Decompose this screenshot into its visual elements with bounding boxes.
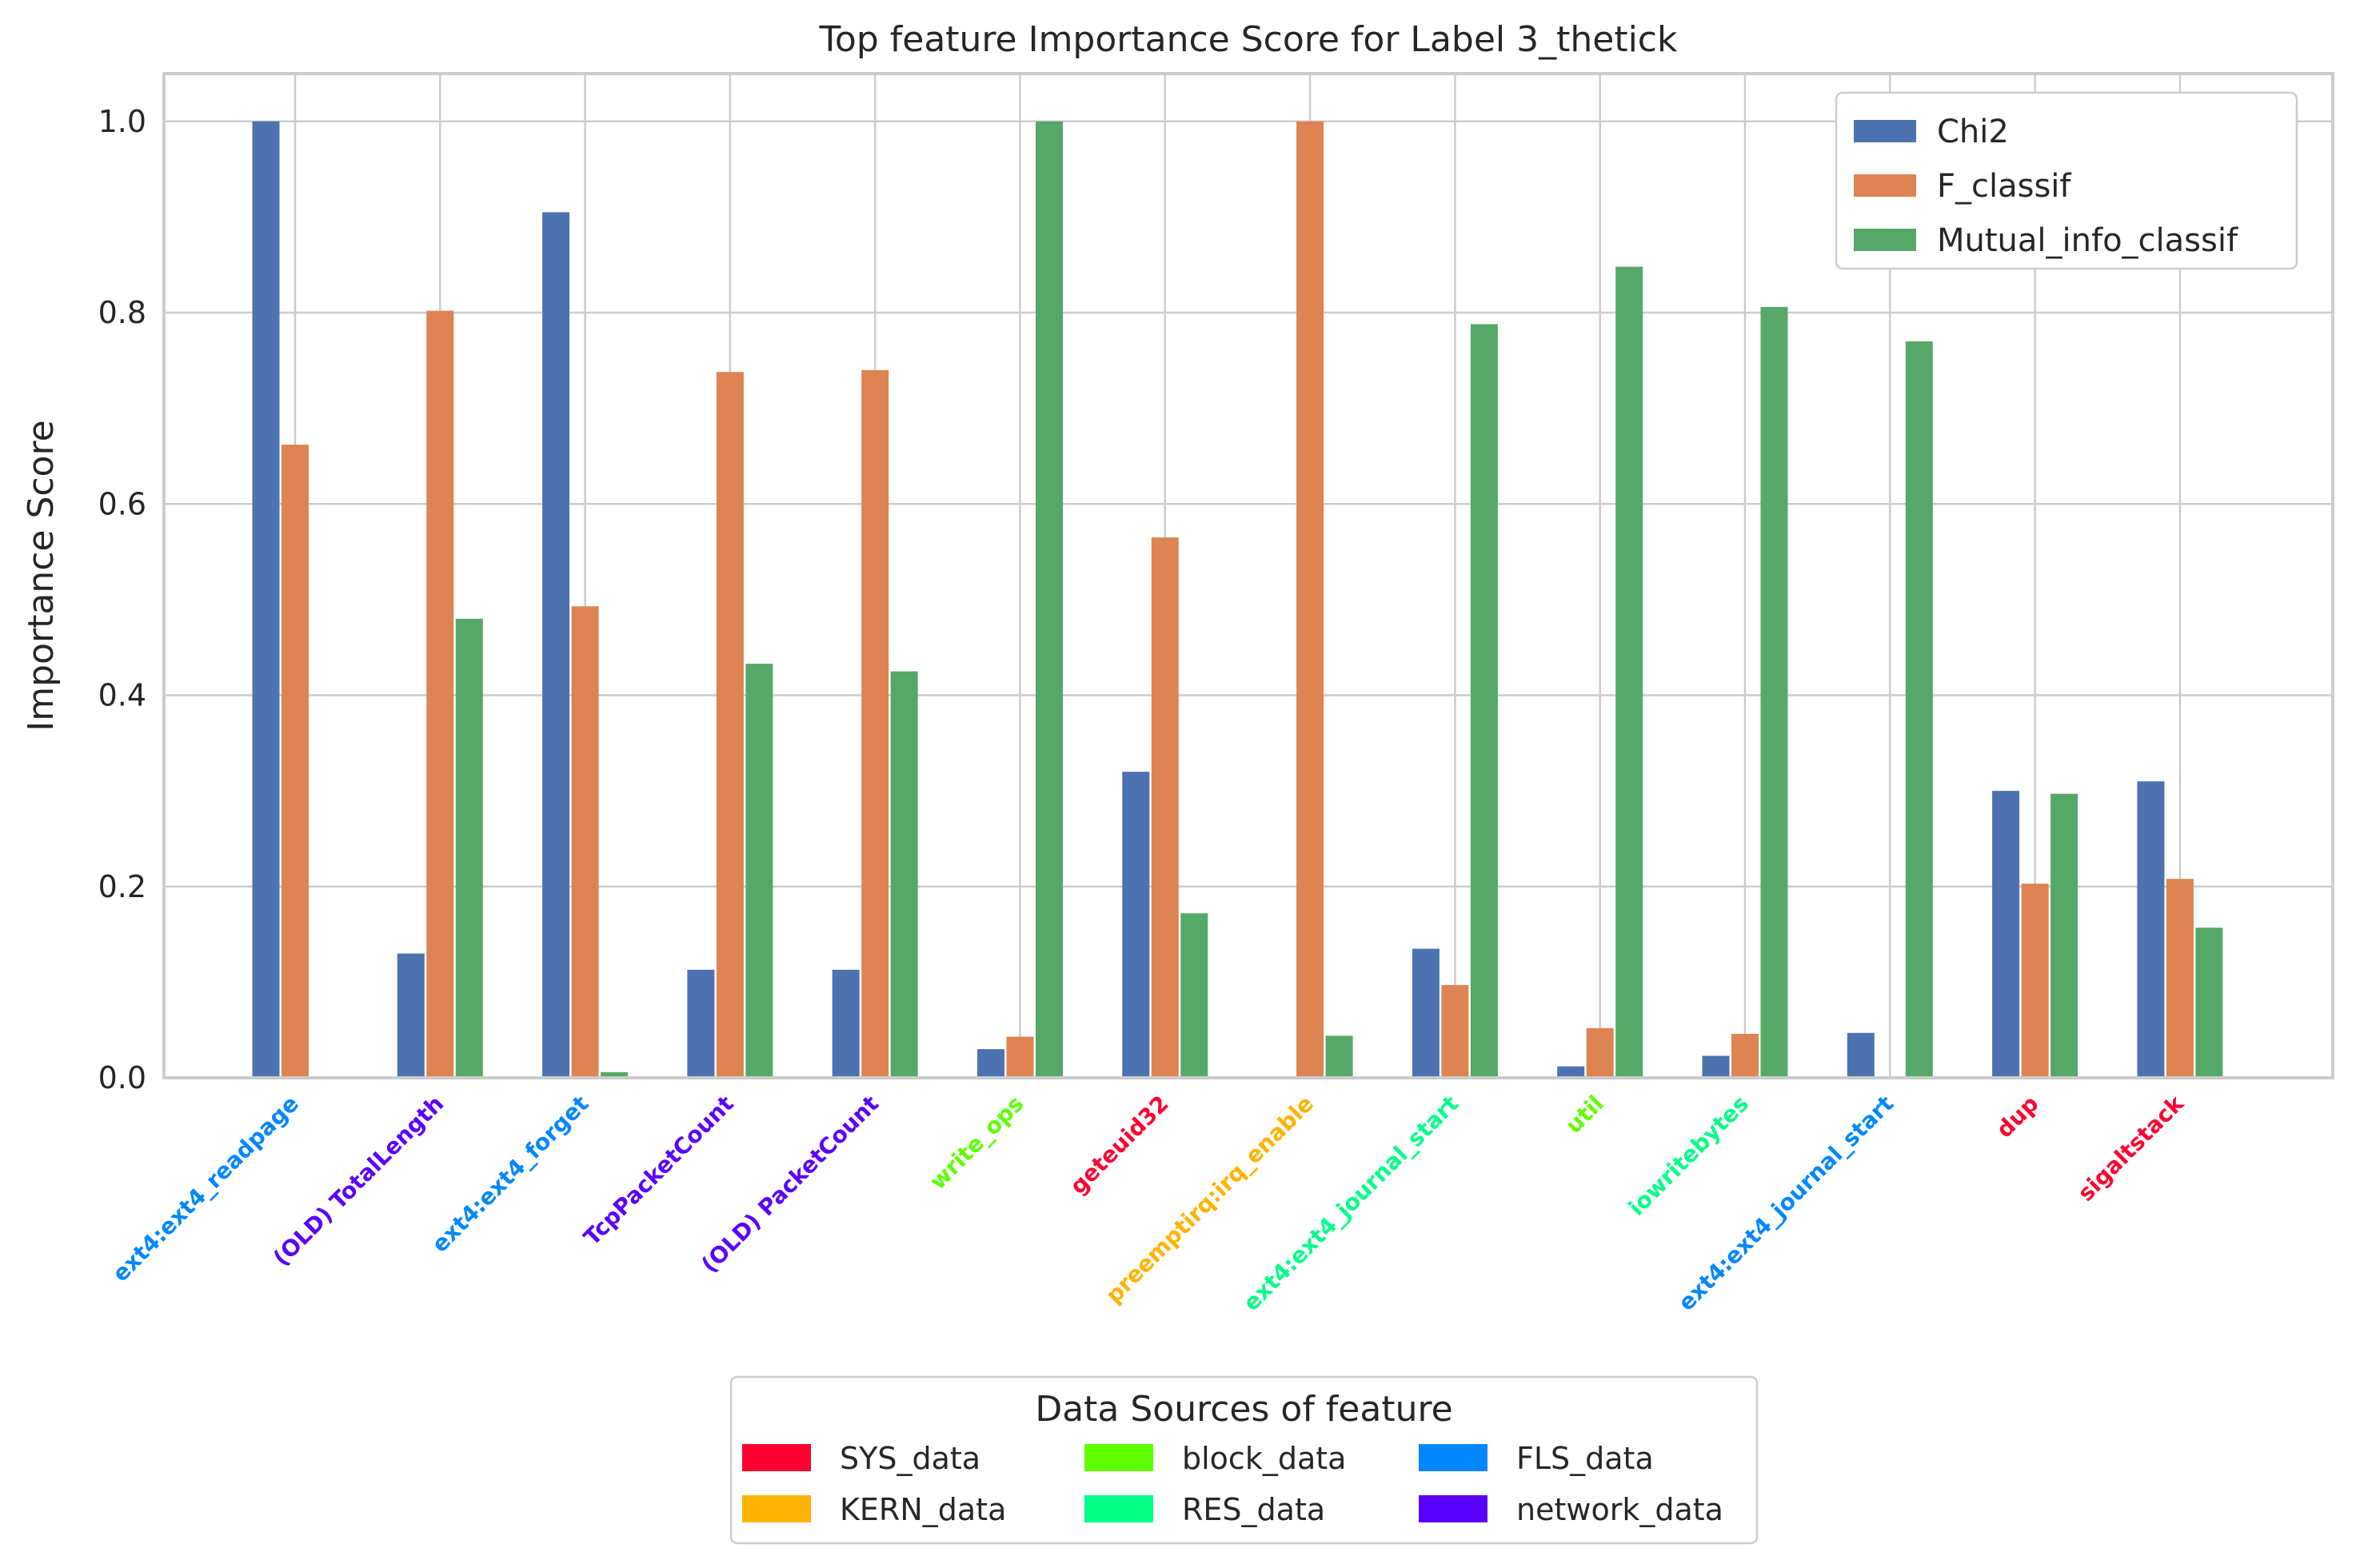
bar-f-classif	[282, 445, 309, 1078]
x-tick-label: iowritebytes	[1623, 1091, 1754, 1221]
bar-mutual-info-classif	[1905, 341, 1933, 1078]
bar-chi2	[1557, 1066, 1585, 1078]
bar-chi2	[542, 212, 570, 1078]
source-legend-box	[729, 1375, 1759, 1545]
bar-mutual-info-classif	[1180, 913, 1208, 1078]
x-tick-labels: ext4:ext4_readpage(OLD) TotalLengthext4:…	[107, 1090, 2190, 1316]
bar-chi2	[1847, 1032, 1875, 1078]
legend-swatch	[1854, 174, 1916, 197]
bar-f-classif	[2166, 879, 2194, 1078]
source-legend-swatch	[1084, 1495, 1153, 1522]
bar-mutual-info-classif	[2051, 793, 2078, 1078]
x-tick-label: sigaltstack	[2073, 1090, 2190, 1207]
y-tick-label: 0.4	[98, 678, 146, 713]
bar-chi2	[1122, 772, 1150, 1078]
bar-mutual-info-classif	[1325, 1035, 1353, 1078]
bar-chi2	[397, 953, 425, 1078]
bar-f-classif	[1296, 121, 1324, 1078]
bar-mutual-info-classif	[601, 1071, 629, 1078]
bar-f-classif	[1441, 984, 1469, 1078]
bar-mutual-info-classif	[745, 664, 773, 1078]
bar-f-classif	[1151, 537, 1179, 1078]
y-tick-labels: 0.0 0.2 0.4 0.6 0.8 1.0	[98, 104, 146, 1095]
bar-mutual-info-classif	[1615, 266, 1643, 1078]
bar-chi2	[832, 969, 860, 1078]
source-legend-swatch	[1419, 1444, 1487, 1471]
y-tick-label: 0.6	[98, 486, 146, 521]
plot-frame	[162, 72, 2334, 1079]
source-legend-label: FLS_data	[1516, 1441, 1654, 1476]
bar-f-classif	[861, 369, 889, 1078]
bar-f-classif	[1731, 1033, 1759, 1078]
bar-f-classif	[716, 372, 744, 1078]
bar-f-classif	[571, 606, 599, 1078]
source-legend-label: SYS_data	[840, 1441, 980, 1476]
x-tick-label: ext4:ext4_forget	[426, 1091, 593, 1258]
data-source-legend: Data Sources of feature SYS_data KERN_data…	[729, 1375, 1759, 1545]
bar-f-classif	[2021, 884, 2049, 1078]
y-tick-label: 0.2	[98, 869, 146, 904]
source-legend-swatch	[742, 1444, 811, 1471]
bar-chi2	[1702, 1055, 1730, 1078]
source-legend-label: KERN_data	[840, 1492, 1006, 1527]
bars	[252, 121, 2223, 1078]
bar-chi2	[1992, 791, 2020, 1078]
legend-box	[1835, 91, 2298, 270]
y-tick-label: 0.8	[98, 295, 146, 330]
x-tick-label: write_ops	[924, 1091, 1029, 1195]
legend-label: Chi2	[1937, 114, 2009, 150]
source-legend-swatch	[1084, 1444, 1153, 1471]
bar-chi2	[687, 969, 715, 1078]
source-legend-title: Data Sources of feature	[1035, 1389, 1452, 1430]
bar-chi2	[252, 121, 280, 1078]
legend-label: F_classif	[1937, 168, 2071, 205]
series-legend: Chi2 F_classif Mutual_info_classif	[1835, 91, 2298, 270]
bar-mutual-info-classif	[1760, 306, 1788, 1078]
source-legend-label: block_data	[1182, 1441, 1346, 1476]
bar-mutual-info-classif	[1036, 121, 1063, 1078]
chart-title: Top feature Importance Score for Label 3…	[819, 19, 1678, 60]
source-legend-label: RES_data	[1182, 1492, 1325, 1527]
bar-f-classif	[1006, 1036, 1034, 1078]
bar-chi2	[1412, 948, 1440, 1078]
legend-label: Mutual_info_classif	[1937, 222, 2238, 259]
x-tick-label: dup	[1991, 1091, 2044, 1143]
bar-mutual-info-classif	[2195, 928, 2223, 1078]
legend-swatch	[1854, 229, 1916, 251]
source-legend-swatch	[1419, 1495, 1487, 1522]
source-legend-swatch	[742, 1495, 811, 1522]
bar-chi2	[977, 1049, 1004, 1078]
source-legend-label: network_data	[1516, 1492, 1723, 1527]
y-tick-label: 1.0	[98, 104, 146, 139]
legend-swatch	[1854, 120, 1916, 142]
bar-mutual-info-classif	[455, 618, 483, 1078]
y-axis-label: Importance Score	[21, 420, 62, 731]
bar-mutual-info-classif	[1470, 324, 1498, 1078]
bar-f-classif	[1586, 1027, 1614, 1078]
bar-chi2	[2137, 781, 2165, 1078]
x-tick-label: geteuid32	[1064, 1091, 1173, 1199]
bar-mutual-info-classif	[890, 671, 918, 1078]
x-tick-label: util	[1560, 1091, 1608, 1139]
x-tick-label: TcpPacketCount	[578, 1091, 739, 1251]
y-tick-label: 0.0	[98, 1060, 146, 1095]
bar-f-classif	[426, 310, 454, 1078]
